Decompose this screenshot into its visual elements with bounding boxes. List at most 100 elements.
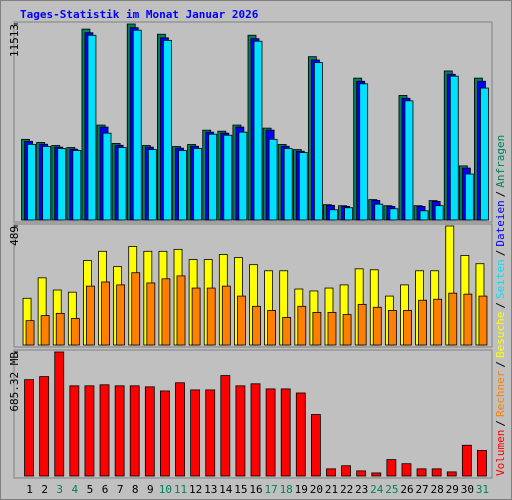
bar xyxy=(40,315,50,346)
bar xyxy=(114,385,125,477)
y-tick-label: 685.32 MB xyxy=(8,352,21,412)
x-tick-label: 12 xyxy=(189,483,202,496)
bar xyxy=(101,281,110,346)
bar xyxy=(464,173,474,221)
bar xyxy=(371,472,382,477)
x-tick-label: 2 xyxy=(41,483,48,496)
x-tick-label: 7 xyxy=(117,483,124,496)
bar xyxy=(117,147,127,221)
legend-separator: / xyxy=(494,302,507,309)
bar xyxy=(480,87,489,221)
bar xyxy=(129,385,140,477)
bar xyxy=(42,146,52,221)
bar xyxy=(160,390,170,477)
legend: Volumen / Rechner / Besuche / Seiten / Dateien / A… xyxy=(494,135,507,476)
x-tick-label: 14 xyxy=(219,483,233,496)
legend-entry: Besuche xyxy=(494,312,507,358)
bar xyxy=(374,203,384,221)
bar xyxy=(401,463,412,477)
x-tick-label: 19 xyxy=(295,483,308,496)
x-tick-label: 25 xyxy=(385,483,398,496)
bar xyxy=(208,133,218,221)
bar xyxy=(342,314,352,346)
bar xyxy=(144,386,155,477)
bar xyxy=(250,383,261,477)
bar xyxy=(70,318,80,346)
x-tick-label: 24 xyxy=(370,483,384,496)
x-tick-label: 23 xyxy=(355,483,368,496)
x-tick-label: 21 xyxy=(325,483,338,496)
bar xyxy=(163,39,172,221)
bar xyxy=(221,285,231,346)
legend-entry: Dateien xyxy=(494,200,507,246)
bar xyxy=(297,305,307,346)
legend-entry: Anfragen xyxy=(494,135,507,188)
x-tick-label: 5 xyxy=(87,483,94,496)
x-tick-label: 4 xyxy=(72,483,79,496)
legend-entry: Volumen xyxy=(494,430,507,476)
x-tick-label: 18 xyxy=(280,483,293,496)
bar xyxy=(356,470,367,477)
bar xyxy=(237,295,246,346)
bar xyxy=(326,468,336,477)
x-tick-label: 13 xyxy=(204,483,217,496)
bar xyxy=(327,311,337,346)
legend-entry: Seiten xyxy=(494,259,507,299)
bar xyxy=(191,287,201,346)
x-tick-label: 28 xyxy=(431,483,444,496)
bar xyxy=(27,144,36,221)
bar xyxy=(418,299,427,346)
x-tick-label: 6 xyxy=(102,483,109,496)
bar xyxy=(147,149,157,221)
bar xyxy=(39,376,50,477)
x-tick-label: 16 xyxy=(249,483,262,496)
x-tick-label: 17 xyxy=(264,483,277,496)
bar xyxy=(69,385,80,477)
bar xyxy=(178,150,187,221)
bar xyxy=(116,284,126,346)
bar xyxy=(282,317,292,346)
y-tick-label: 489 xyxy=(8,226,21,246)
x-tick-label: 1 xyxy=(26,483,33,496)
bar xyxy=(223,134,233,221)
bar xyxy=(448,292,458,346)
bar xyxy=(344,207,353,221)
bar xyxy=(478,295,488,346)
bar xyxy=(206,287,216,346)
bar xyxy=(238,131,248,221)
x-tick-label: 30 xyxy=(461,483,474,496)
bar xyxy=(416,468,427,477)
bar xyxy=(310,414,321,477)
bar xyxy=(57,148,67,221)
bar xyxy=(404,100,414,221)
bar xyxy=(193,148,203,221)
bar xyxy=(419,210,429,221)
legend-entry: Rechner xyxy=(494,370,507,417)
legend-separator: / xyxy=(494,191,507,198)
bar xyxy=(265,388,276,477)
bar xyxy=(176,275,186,346)
bar xyxy=(268,138,278,221)
bar xyxy=(461,444,472,477)
bar xyxy=(84,385,95,477)
bar xyxy=(161,278,171,346)
chart-title: Tages-Statistik im Monat Januar 2026 xyxy=(20,8,259,21)
bar xyxy=(220,375,231,477)
legend-separator: / xyxy=(494,250,507,257)
bar xyxy=(87,34,97,221)
bar xyxy=(205,389,216,477)
bar xyxy=(298,152,308,221)
bar xyxy=(449,75,459,221)
x-tick-label: 3 xyxy=(56,483,63,496)
bar xyxy=(372,306,382,346)
bar xyxy=(267,310,276,346)
bar xyxy=(55,312,65,346)
x-tick-label: 8 xyxy=(132,483,139,496)
y-tick-label: 11513 xyxy=(8,24,21,57)
x-tick-label: 27 xyxy=(415,483,428,496)
bar xyxy=(175,382,185,477)
bar xyxy=(190,389,201,477)
bar xyxy=(24,379,34,477)
bar xyxy=(431,468,442,477)
